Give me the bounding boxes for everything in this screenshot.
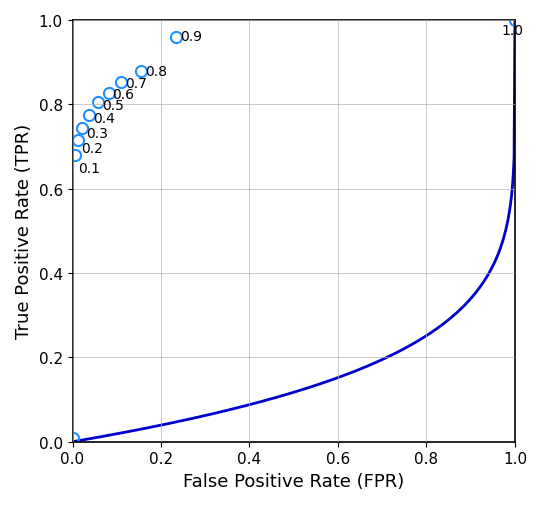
Text: 0.3: 0.3: [86, 127, 108, 140]
Text: 0.9: 0.9: [180, 30, 202, 44]
Y-axis label: True Positive Rate (TPR): True Positive Rate (TPR): [15, 124, 33, 339]
X-axis label: False Positive Rate (FPR): False Positive Rate (FPR): [183, 472, 404, 490]
Text: 0.2: 0.2: [81, 142, 103, 156]
Text: 0.5: 0.5: [102, 98, 124, 112]
Text: 0.4: 0.4: [93, 112, 115, 126]
Text: 0.8: 0.8: [145, 65, 166, 79]
Text: 1.0: 1.0: [502, 24, 524, 38]
Text: 0.1: 0.1: [78, 162, 100, 175]
Text: 0.6: 0.6: [112, 88, 134, 102]
Text: 0.7: 0.7: [125, 76, 146, 90]
